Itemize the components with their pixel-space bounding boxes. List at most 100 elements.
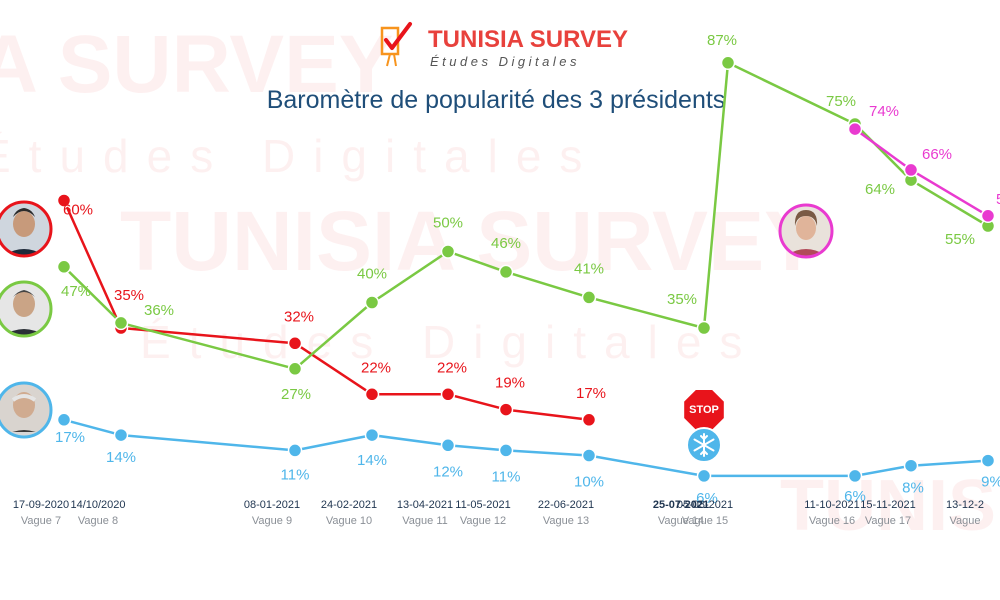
watermark-top-left: TUNISIA SURVEY [0,19,393,110]
series-0-point-4 [440,387,456,402]
watermark-center: TUNISIA SURVEY [120,194,820,288]
x-tick-wave-7: Vague 14 [658,515,704,527]
x-tick-date-7: 25-07-2021 [653,499,709,511]
series-1-label-0: 47% [61,283,91,300]
portrait-green-president [0,280,53,338]
series-2-label-1: 14% [106,449,136,466]
series-2-point-6 [581,448,597,463]
series-1-label-2: 27% [281,386,311,403]
series-0-label-4: 22% [437,359,467,376]
series-0-point-2 [287,336,303,351]
series-2-point-0 [56,412,72,428]
series-2-label-3: 14% [357,452,387,469]
series-3-label-11: 57% [996,191,1000,208]
series-0-point-0 [56,193,72,208]
series-0-label-0: 60% [63,202,93,219]
series-1-point-6 [581,290,597,305]
series-2-point-10 [903,458,919,473]
x-axis-labels: 17-09-2020 Vague 7 14/10/2020 Vague 8 08-01-… [13,499,984,527]
series-1-point-3 [364,295,380,310]
series-2-label-11: 9% [981,474,1000,491]
watermark: TUNISIA SURVEY Études Digitales TUNISIA … [0,19,1000,546]
stop-sign-icon: STOP [682,388,726,432]
x-tick-wave-11: Vague [950,515,981,527]
x-tick-date-9: 11-10-2021 [804,499,859,511]
series-2-point-1 [113,427,129,443]
series-1-line-0 [63,61,989,371]
series-1-label-5: 46% [491,235,521,252]
series-0-label-2: 32% [284,308,314,325]
series-0-point-5 [498,402,514,417]
series-1-point-2 [287,361,303,377]
series-1-label-10: 64% [865,181,895,198]
x-tick-wave-1: Vague 8 [78,515,118,527]
series-2-point-5 [498,443,514,458]
snowflake-icon [686,427,722,463]
x-tick-date-5: 11-05-2021 [455,499,510,511]
x-tick-wave-8: Vague 15 [682,515,728,527]
series-1-label-9: 75% [826,93,856,110]
x-tick-date-4: 13-04-2021 [397,499,453,511]
x-tick-date-6: 22-06-2021 [538,499,594,511]
series-0-label-3: 22% [361,359,391,376]
stop-sign-label: STOP [689,404,719,416]
series-1-label-6: 41% [574,260,604,277]
x-tick-date-3: 24-02-2021 [321,499,377,511]
watermark-bottom-right: TUNISIA SURVEY [780,466,1000,546]
series-2-label-2: 11% [281,466,310,483]
brand-name: TUNISIA SURVEY [428,26,628,53]
series-3-label-10: 66% [922,146,952,163]
series-0-label-6: 17% [576,385,606,402]
series-2-point-4 [440,438,456,453]
series-2-point-9 [847,468,863,484]
chart-title: Baromètre de popularité des 3 présidents [267,86,726,114]
watermark-top-left-sub: Études Digitales [0,130,600,182]
brand-logo: TUNISIA SURVEY Études Digitales [380,22,628,69]
series-2-label-9: 6% [844,488,866,505]
series-2-line-0 [63,418,705,478]
series-2-label-7: 6% [696,490,718,507]
x-tick-wave-0: Vague 7 [21,515,61,527]
series-1-label-3: 40% [357,266,387,283]
series-1-point-5 [498,264,514,280]
series-1-point-8 [720,55,736,71]
x-tick-date-2: 08-01-2021 [244,499,300,511]
series-1-label-8: 87% [707,32,737,49]
series-2-point-2 [287,443,303,458]
series-3-point-9 [847,121,863,137]
series-2-label-10: 8% [902,480,924,497]
series-2-point-3 [364,427,380,443]
checkmark-icon [384,22,412,50]
series-1-point-0 [56,259,72,275]
series-2-point-11 [980,453,996,468]
series-3-point-10 [903,162,919,178]
x-tick-wave-3: Vague 10 [326,515,372,527]
watermark-center-sub: Études Digitales [140,316,760,368]
series-3-point-11 [980,208,996,224]
series-1-label-11: 55% [945,231,975,248]
series-1-point-7 [696,320,712,336]
x-tick-date-8: 05-08-2021 [677,499,733,511]
x-tick-wave-6: Vague 13 [543,515,589,527]
x-tick-wave-2: Vague 9 [252,515,292,527]
series-2-label-4: 12% [433,463,463,480]
x-tick-wave-9: Vague 16 [809,515,855,527]
series-3-line-0 [854,128,989,217]
x-tick-wave-10: Vague 17 [865,515,911,527]
x-tick-wave-5: Vague 12 [460,515,506,527]
data-labels: 60% 35% 32% 22% 22% 19% 17% 47% 36% 27% 40% 50% 46% 4… [55,32,1000,507]
series-3-label-9: 74% [869,103,899,120]
x-tick-date-11: 13-12-2 [946,499,984,511]
series-2-label-0: 17% [55,429,85,446]
series-0-label-5: 19% [495,375,525,392]
series-1-label-7: 35% [667,291,697,308]
x-tick-date-10: 15-11-2021 [860,499,915,511]
portrait-blue-president [0,381,53,439]
series-0-label-1: 35% [114,287,144,304]
series-points [56,55,996,484]
x-tick-date-0: 17-09-2020 [13,499,69,511]
x-tick-wave-4: Vague 11 [402,515,447,527]
series-2-label-6: 10% [574,474,604,491]
series-0-point-6 [581,412,597,428]
